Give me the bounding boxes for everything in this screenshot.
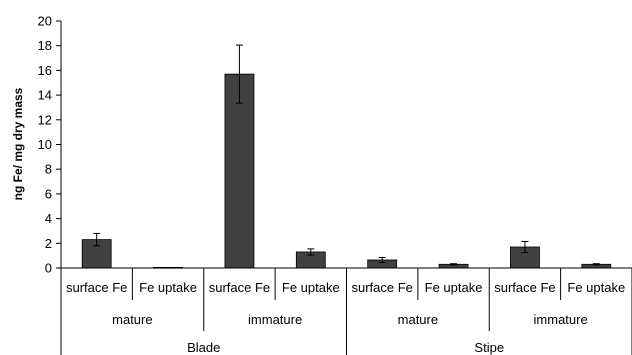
y-tick-label: 6 xyxy=(45,186,52,201)
y-tick-label: 4 xyxy=(45,211,52,226)
x-category-label: surface Fe xyxy=(351,280,412,295)
y-tick-label: 10 xyxy=(38,137,52,152)
x-category-label: surface Fe xyxy=(209,280,270,295)
x-category-label: Fe uptake xyxy=(282,280,340,295)
x-stage-label: mature xyxy=(398,312,438,327)
x-stage-label: immature xyxy=(534,312,588,327)
bars xyxy=(81,44,612,269)
y-tick-label: 14 xyxy=(38,88,52,103)
x-axis: surface Fe Fe uptake surface Fe Fe uptake su… xyxy=(60,267,632,355)
bar xyxy=(224,73,255,269)
y-tick-label: 20 xyxy=(38,14,52,29)
x-category-label: Fe uptake xyxy=(139,280,197,295)
x-tissue-label: Blade xyxy=(187,340,220,355)
x-stage-label: immature xyxy=(248,312,302,327)
x-stage-label: mature xyxy=(112,312,152,327)
y-tick-label: 12 xyxy=(38,112,52,127)
y-tick-label: 8 xyxy=(45,162,52,177)
y-tick-label: 2 xyxy=(45,236,52,251)
y-axis: 0 2 4 6 8 10 12 14 16 18 20 xyxy=(38,14,62,276)
x-category-label: Fe uptake xyxy=(425,280,483,295)
x-category-label: surface Fe xyxy=(494,280,555,295)
x-category-label: surface Fe xyxy=(66,280,127,295)
x-tissue-label: Stipe xyxy=(474,340,504,355)
y-tick-label: 18 xyxy=(38,38,52,53)
y-tick-label: 0 xyxy=(45,261,52,276)
y-axis-label: ng Fe/ mg dry mass xyxy=(11,87,25,200)
y-tick-label: 16 xyxy=(38,63,52,78)
x-category-label: Fe uptake xyxy=(567,280,625,295)
